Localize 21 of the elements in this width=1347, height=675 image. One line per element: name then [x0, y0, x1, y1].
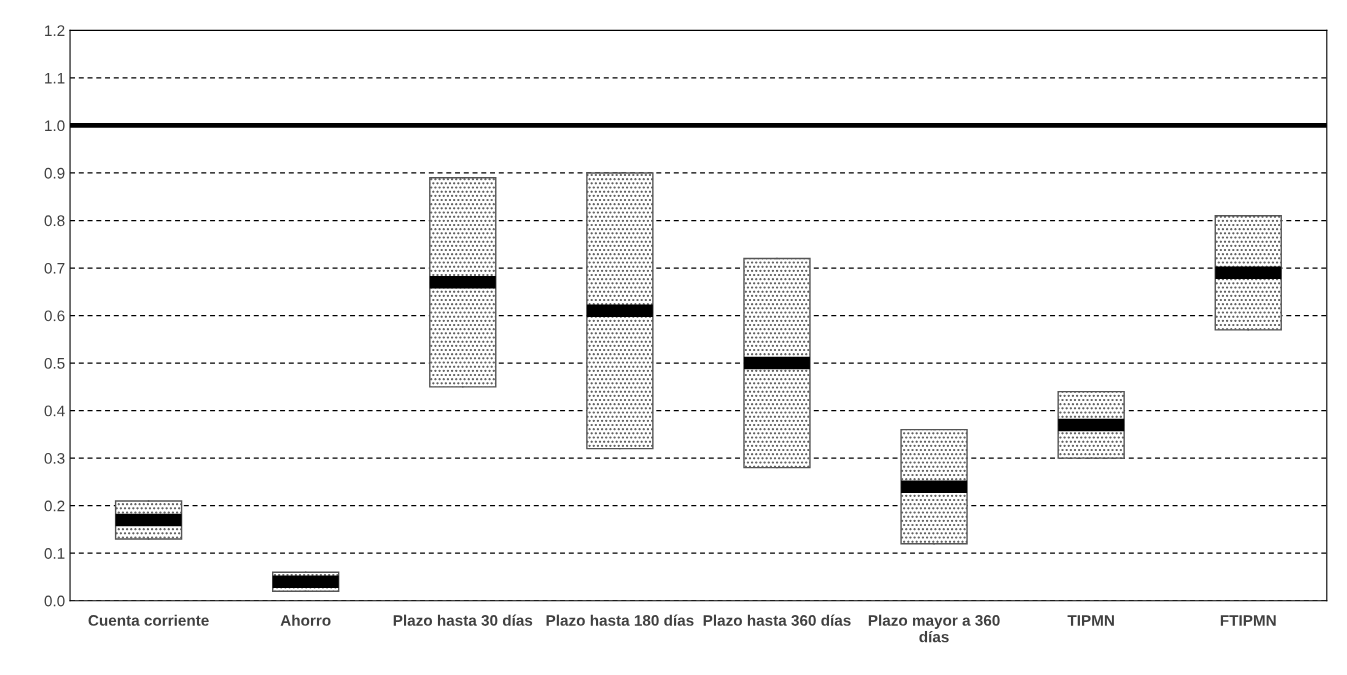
x-tick-label: Cuenta corriente: [88, 614, 209, 626]
x-tick-label: Plazo hasta 30 días: [393, 614, 533, 626]
y-tick-label: 0.1: [44, 548, 65, 559]
y-tick-label: 0.0: [44, 595, 65, 607]
y-tick-label: 1.0: [45, 120, 65, 132]
x-tick-label: Plazo hasta 180 días: [546, 614, 694, 626]
x-tick-label: Plazo mayor a 360 días: [868, 614, 1000, 643]
y-tick-label: 1.2: [45, 25, 65, 36]
y-tick-label: 0.7: [44, 262, 65, 274]
x-tick-label: FTIPMN: [1220, 615, 1276, 626]
y-tick-label: 0.6: [44, 310, 65, 322]
y-tick-label: 0.5: [44, 357, 65, 369]
y-tick-label: 0.4: [44, 405, 65, 417]
x-tick-label: Plazo hasta 360 días: [703, 614, 851, 626]
x-tick-label: TIPMN: [1067, 615, 1114, 626]
y-tick-label: 0.2: [44, 500, 65, 512]
y-tick-label: 0.3: [44, 453, 65, 464]
x-tick-label: Ahorro: [280, 614, 331, 626]
y-tick-label: 1.1: [45, 72, 65, 84]
y-tick-label: 0.8: [44, 215, 65, 227]
y-tick-label: 0.9: [44, 167, 65, 179]
